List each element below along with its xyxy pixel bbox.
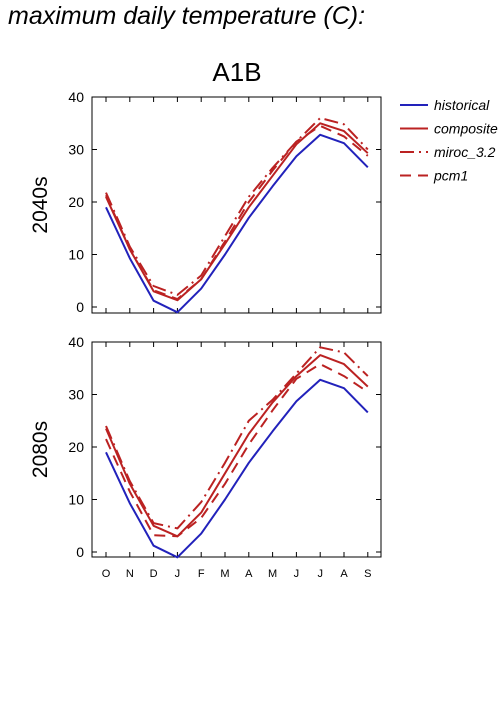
chart-title: A1B — [212, 57, 261, 87]
y-axis-label: 2040s — [29, 176, 52, 233]
x-tick-label: J — [175, 568, 181, 580]
y-tick-label: 0 — [76, 299, 84, 315]
x-tick-label: M — [268, 568, 277, 580]
x-tick-label: J — [317, 568, 323, 580]
x-tick-label: A — [245, 568, 253, 580]
series-line-composite — [105, 354, 369, 538]
y-tick-label: 40 — [68, 334, 84, 350]
chart-panel-2080s: 0 10 20 30 40 O N D J F M A M J J A S 2080s — [29, 334, 382, 580]
y-tick-label: 30 — [68, 387, 84, 403]
chart-panel-2040s: 0 10 20 30 40 2040s — [29, 89, 382, 315]
y-tick-label: 20 — [68, 194, 84, 210]
page-title: maximum daily temperature (C): — [8, 2, 366, 30]
series-line-pcm1 — [105, 124, 369, 301]
x-tick-label: J — [294, 568, 300, 580]
series-line-miroc-3-2 — [105, 117, 369, 296]
plot-frame — [91, 341, 382, 558]
legend-label: miroc_3.2 — [434, 144, 496, 160]
series-line-pcm1 — [105, 363, 369, 538]
series-line-historical — [105, 133, 369, 314]
y-tick-label: 0 — [76, 544, 84, 560]
legend: historical composite miroc_3.2 pcm1 — [400, 97, 498, 184]
y-tick-label: 30 — [68, 142, 84, 158]
y-tick-label: 10 — [68, 492, 84, 508]
plot-frame — [91, 96, 382, 314]
legend-label: pcm1 — [433, 168, 468, 184]
y-tick-label: 10 — [68, 247, 84, 263]
series-line-historical — [105, 378, 369, 559]
y-tick-label: 40 — [68, 89, 84, 105]
x-tick-label: A — [340, 568, 348, 580]
y-tick-label: 20 — [68, 439, 84, 455]
x-tick-label: D — [150, 568, 158, 580]
legend-label: historical — [434, 97, 490, 113]
series-line-miroc-3-2 — [105, 346, 369, 530]
y-axis-label: 2080s — [29, 421, 52, 478]
x-tick-label: N — [126, 568, 134, 580]
legend-label: composite — [434, 121, 498, 137]
x-tick-label: S — [364, 568, 371, 580]
x-tick-label: F — [198, 568, 205, 580]
x-tick-label: M — [220, 568, 229, 580]
x-tick-label: O — [102, 568, 111, 580]
chart-panels: 0 10 20 30 40 2040s 0 10 20 30 40 O N D J F M A M J J A S 2080s — [29, 89, 382, 580]
